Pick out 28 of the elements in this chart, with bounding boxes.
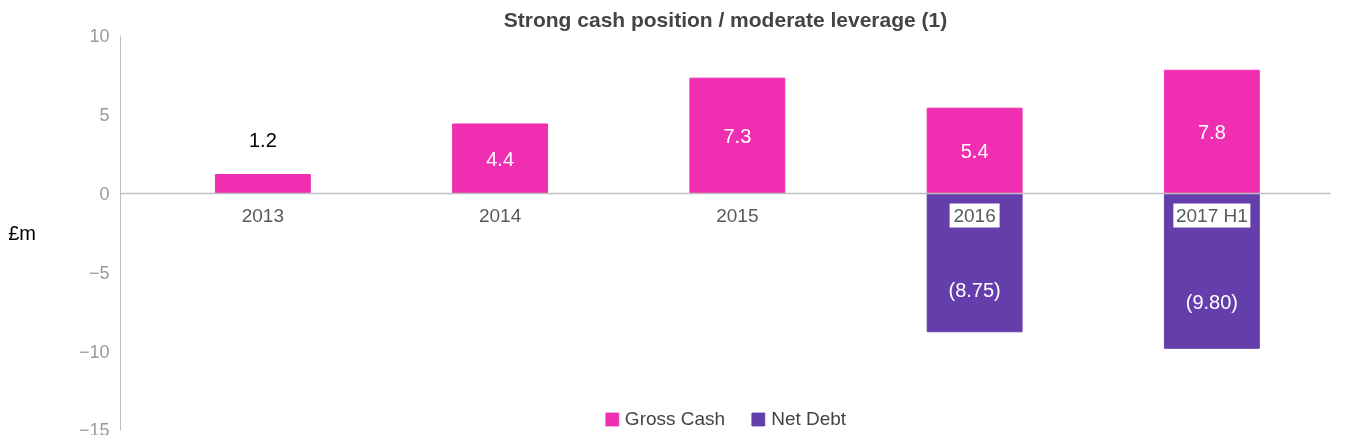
data-label: 1.2: [248, 128, 277, 151]
legend-label: Gross Cash: [624, 408, 726, 430]
x-tick-label: 2013: [241, 205, 284, 227]
bar: [926, 193, 1023, 333]
legend-label: Net Debt: [771, 408, 847, 430]
y-tick-label: 5: [99, 105, 110, 125]
bar: [926, 107, 1023, 194]
bar: [214, 174, 311, 194]
data-label: 7.3: [723, 124, 752, 147]
bar: [1163, 69, 1260, 194]
chart-title: Strong cash position / moderate leverage (1): [503, 7, 948, 31]
y-tick-label: −10: [78, 342, 110, 362]
bar: [689, 77, 786, 194]
x-tick-label: 2014: [478, 205, 522, 227]
x-tick-label: 2015: [716, 205, 759, 227]
y-tick-label: −5: [88, 263, 110, 283]
data-label: (9.80): [1185, 290, 1238, 313]
y-tick-label: −15: [78, 419, 110, 440]
bar: [452, 123, 549, 194]
data-label: 4.4: [486, 147, 515, 170]
data-label: 5.4: [960, 139, 989, 162]
data-label: 7.8: [1197, 120, 1226, 143]
y-tick-label: 0: [99, 184, 110, 204]
x-tick-label: 2016: [953, 205, 996, 227]
x-tick-label: 2017 H1: [1175, 205, 1248, 227]
y-axis-title: £m: [8, 222, 36, 244]
data-label: (8.75): [948, 279, 1001, 302]
y-tick-label: 10: [89, 26, 110, 46]
